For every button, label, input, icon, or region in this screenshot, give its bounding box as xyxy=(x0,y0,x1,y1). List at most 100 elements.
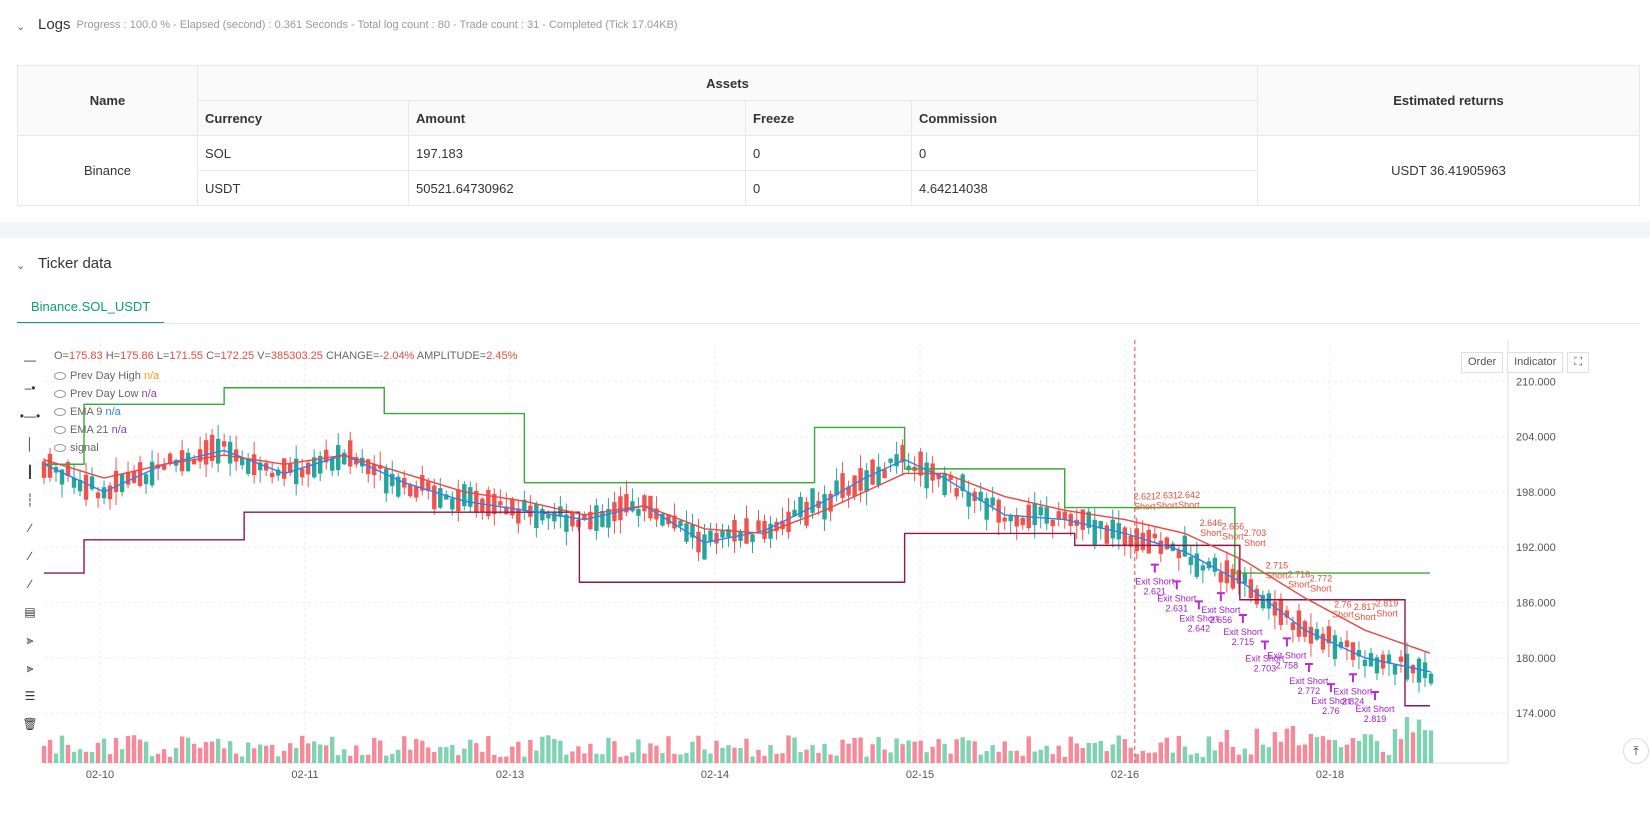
candle-body xyxy=(1002,517,1007,522)
volume-bar xyxy=(402,736,407,763)
volume-bar xyxy=(1146,752,1151,763)
order-button[interactable]: Order xyxy=(1461,352,1504,373)
segment-icon[interactable]: •—• xyxy=(19,409,41,423)
horizontal-line-icon[interactable]: — xyxy=(24,353,36,367)
price-range-icon[interactable]: ▤ xyxy=(24,605,36,619)
volume-bar xyxy=(1032,751,1037,763)
candle-body xyxy=(774,521,779,532)
x-tick-label: 02-10 xyxy=(86,769,114,781)
trash-icon[interactable]: 🗑 xyxy=(22,717,38,731)
legend-item[interactable]: EMA 9 n/a xyxy=(54,403,159,421)
col-freeze: Freeze xyxy=(745,100,912,136)
exit-price-label: 2.642 xyxy=(1188,623,1211,633)
volume-bar xyxy=(342,749,347,763)
legend-item[interactable]: signal xyxy=(54,439,159,457)
candle-body xyxy=(738,531,743,541)
candle-body xyxy=(708,530,713,543)
volume-bar xyxy=(762,755,767,763)
candle-body xyxy=(372,464,377,476)
volume-bar xyxy=(47,739,53,763)
volume-bar xyxy=(1416,719,1422,763)
candle-body xyxy=(630,501,635,512)
chevron-down-icon[interactable]: ⌄ xyxy=(16,259,26,272)
name-header: Name xyxy=(17,65,198,136)
legend-item[interactable]: Prev Day High n/a xyxy=(54,367,159,385)
candle-body xyxy=(990,497,995,506)
candle-body xyxy=(1098,521,1103,529)
fullscreen-icon[interactable]: ⛶ xyxy=(1567,352,1590,373)
candle-body xyxy=(672,515,677,529)
volume-bar xyxy=(558,740,563,763)
candle-body xyxy=(1032,503,1037,526)
candle-body xyxy=(101,487,107,499)
logs-header[interactable]: ⌄ Logs Progress : 100.0 % - Elapsed (sec… xyxy=(16,16,678,33)
eye-icon xyxy=(54,444,66,452)
volume-bar xyxy=(660,753,665,763)
tab-sol-usdt[interactable]: Binance.SOL_USDT xyxy=(17,290,165,324)
volume-bar xyxy=(390,753,395,763)
exit-arrow-icon xyxy=(1260,640,1269,650)
horizontal-ray-icon[interactable]: –• xyxy=(24,381,36,395)
volume-bar xyxy=(1014,750,1019,763)
candle-body xyxy=(966,492,971,507)
legend-item[interactable]: EMA 21 n/a xyxy=(54,421,159,439)
volume-bar xyxy=(143,741,149,763)
volume-bar xyxy=(1368,734,1374,763)
volume-bar xyxy=(504,756,509,763)
candle-body xyxy=(846,486,851,496)
candle-body xyxy=(834,480,839,496)
candle-body xyxy=(1326,626,1332,644)
entry-price-label: 2.715 xyxy=(1266,561,1289,571)
volume-bar xyxy=(263,745,269,763)
pin-icon[interactable]: ⤒ xyxy=(1623,738,1649,764)
candle-body xyxy=(1350,642,1356,660)
fib-lines-icon[interactable]: ☰ xyxy=(24,689,36,703)
entry-short-label: Short xyxy=(1266,571,1288,581)
candle-body xyxy=(161,464,167,470)
candle-body xyxy=(275,469,281,476)
x-tick-label: 02-18 xyxy=(1316,769,1344,781)
candle-body xyxy=(1080,509,1085,530)
volume-bar xyxy=(954,739,959,763)
volume-bar xyxy=(720,747,725,763)
candle-body xyxy=(882,469,887,479)
chevron-down-icon[interactable]: ⌄ xyxy=(16,20,26,33)
volume-bar xyxy=(750,756,755,763)
parallel-channel-icon[interactable]: ⫸ xyxy=(26,632,34,647)
vertical-ray-icon[interactable]: ┆ xyxy=(26,493,34,507)
volume-bar xyxy=(912,741,917,763)
exit-price-label: 2.621 xyxy=(1144,587,1167,597)
price-chart[interactable]: 2.621Short2.631Short2.642Short2.646Short… xyxy=(0,340,1650,823)
candle-body xyxy=(936,473,941,480)
y-tick-label: 180.000 xyxy=(1516,653,1556,665)
legend-item[interactable]: Prev Day Low n/a xyxy=(54,385,159,403)
table-row: Binance SOL 197.183 0 0 USDT 36.41905963 xyxy=(17,135,1640,206)
extended-line-icon[interactable]: ∕ xyxy=(28,577,31,591)
volume-bar xyxy=(876,737,881,763)
candle-body xyxy=(137,462,143,487)
volume-bar xyxy=(65,744,71,763)
candle-body xyxy=(1122,527,1127,547)
candle-body xyxy=(324,449,329,463)
candle-body xyxy=(1134,528,1139,552)
returns-header: Estimated returns xyxy=(1257,65,1640,136)
ray-line-icon[interactable]: ∕ xyxy=(28,549,31,563)
volume-bar xyxy=(1104,751,1109,763)
candle-body xyxy=(396,476,401,497)
ohlc-readout: O=175.83 H=175.86 L=171.55 C=172.25 V=38… xyxy=(54,350,518,362)
ticker-header[interactable]: ⌄ Ticker data xyxy=(16,255,112,272)
candle-body xyxy=(281,458,287,479)
candle-body xyxy=(1212,557,1218,572)
candle-body xyxy=(822,494,827,520)
vertical-segment-icon[interactable]: ┃ xyxy=(26,465,34,479)
volume-bar xyxy=(384,755,389,763)
vertical-line-icon[interactable]: │ xyxy=(26,437,34,451)
indicator-button[interactable]: Indicator xyxy=(1507,352,1564,373)
y-tick-label: 210.000 xyxy=(1516,376,1556,388)
volume-bar xyxy=(1326,739,1332,763)
candle-body xyxy=(1320,633,1326,650)
fib-icon[interactable]: ⫸ xyxy=(26,660,34,675)
candle-body xyxy=(1428,673,1434,684)
volume-bar xyxy=(1314,736,1320,763)
trend-line-icon[interactable]: ∕ xyxy=(28,521,31,535)
